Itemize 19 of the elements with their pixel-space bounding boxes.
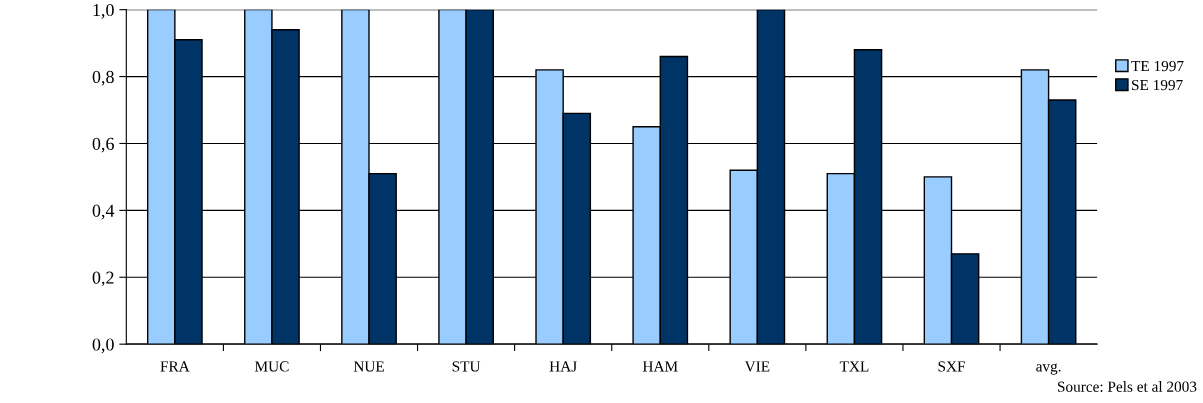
y-tick-label: 0,0 xyxy=(92,338,114,354)
x-tick-label: SXF xyxy=(938,361,965,372)
legend-label: SE 1997 xyxy=(1132,79,1183,91)
y-tick-label: 0,6 xyxy=(92,137,114,153)
x-tick-label: MUC xyxy=(254,361,289,372)
x-tick-label: VIE xyxy=(744,361,770,372)
x-tick-label: HAM xyxy=(642,361,678,372)
legend-label: TE 1997 xyxy=(1131,60,1184,72)
y-tick-label: 0,2 xyxy=(92,271,114,287)
x-tick-label: STU xyxy=(452,361,481,372)
x-tick-label: NUE xyxy=(353,361,384,372)
x-tick-label: FRA xyxy=(160,361,190,372)
x-tick-label: TXL xyxy=(839,361,869,372)
source-note: Source: Pels et al 2003 xyxy=(1057,381,1197,392)
x-tick-label: HAJ xyxy=(549,361,577,372)
y-tick-label: 0,4 xyxy=(92,204,115,220)
y-tick-label: 0,8 xyxy=(92,70,114,86)
y-tick-label: 1,0 xyxy=(93,3,114,19)
x-tick-label: avg. xyxy=(1036,363,1061,375)
